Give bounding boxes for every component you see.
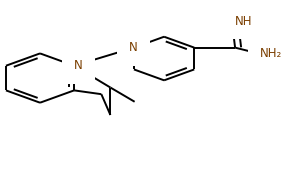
Text: N: N (129, 41, 138, 54)
Text: NH₂: NH₂ (260, 47, 282, 60)
Text: NH: NH (234, 15, 252, 28)
Text: N: N (74, 59, 83, 72)
